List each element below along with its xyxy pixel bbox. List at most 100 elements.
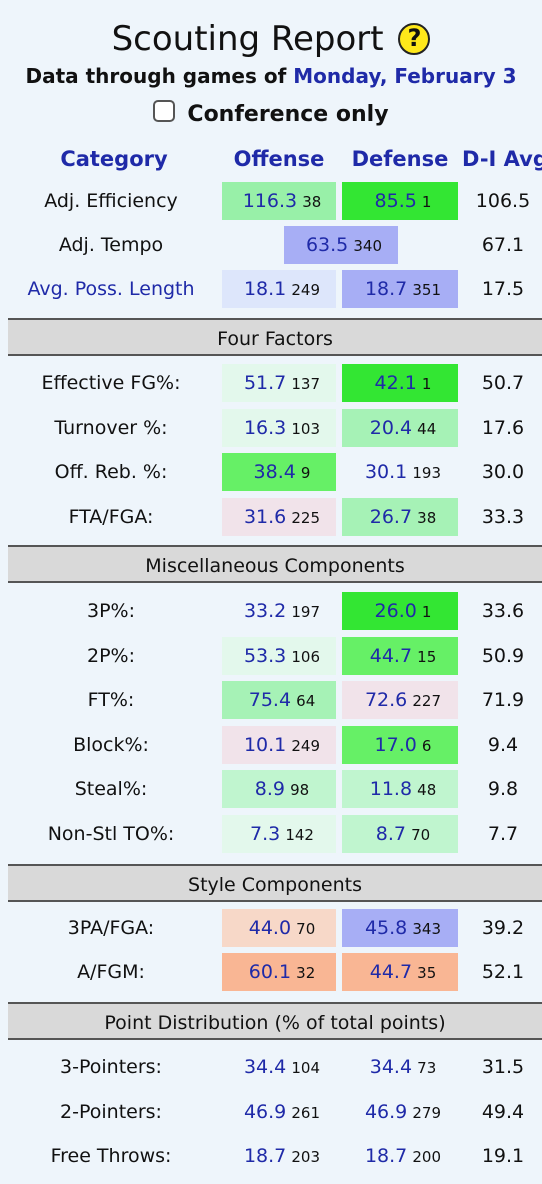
row-label: FT%: (87, 689, 135, 711)
offense-value: 60.1 (248, 961, 292, 983)
offense-value: 34.4 (243, 1056, 287, 1078)
defense-rank: 227 (412, 692, 442, 710)
offense-rank: 203 (291, 1148, 321, 1166)
help-icon[interactable]: ? (398, 23, 431, 55)
row-label: Adj. Efficiency (44, 190, 178, 212)
defense-rank: 70 (411, 826, 431, 844)
offense-value: 18.7 (243, 1145, 287, 1167)
conference-only-checkbox[interactable] (153, 100, 176, 122)
section-four-factors: Four Factors (8, 318, 542, 356)
defense-value: 18.7 (364, 278, 408, 300)
defense-rank: 6 (421, 737, 432, 755)
defense-rank: 193 (412, 464, 442, 482)
data-through-prefix: Data through games of (25, 64, 294, 88)
offense-rank: 261 (291, 1104, 321, 1122)
defense-cell: 44.7 15 (342, 637, 458, 675)
page-title-text: Scouting Report (111, 19, 384, 59)
row-label: Effective FG%: (41, 372, 181, 394)
offense-cell: 31.6 225 (222, 498, 336, 536)
row-non-stl-to: Non-Stl TO%: 7.3 142 8.7 70 7.7 (0, 815, 542, 853)
conference-only-toggle[interactable]: Conference only (0, 100, 542, 130)
offense-cell: 7.3 142 (222, 815, 336, 853)
row-3pa-fga: 3PA/FGA: 44.0 70 45.8 343 39.2 (0, 909, 542, 947)
defense-rank: 200 (412, 1148, 442, 1166)
header-defense[interactable]: Defense (351, 147, 449, 171)
defense-cell: 26.7 38 (342, 498, 458, 536)
row-ft: FT%: 75.4 64 72.6 227 71.9 (0, 681, 542, 719)
di-avg-value: 67.1 (481, 234, 525, 256)
offense-cell: 34.4 104 (222, 1048, 336, 1086)
row-2p: 2P%: 53.3 106 44.7 15 50.9 (0, 637, 542, 675)
offense-value: 44.0 (248, 917, 292, 939)
row-turnover: Turnover %: 16.3 103 20.4 44 17.6 (0, 409, 542, 447)
defense-value: 44.7 (369, 961, 413, 983)
offense-rank: 142 (285, 826, 314, 844)
row-off-reb: Off. Reb. %: 38.4 9 30.1 193 30.0 (0, 453, 542, 491)
offense-cell: 38.4 9 (222, 453, 336, 491)
defense-value: 45.8 (364, 917, 408, 939)
defense-rank: 48 (417, 781, 437, 799)
offense-cell: 116.3 38 (222, 182, 336, 220)
di-avg-value: 9.8 (487, 778, 519, 800)
offense-rank: 249 (291, 737, 321, 755)
row-block: Block%: 10.1 249 17.0 6 9.4 (0, 726, 542, 764)
row-label: 3PA/FGA: (67, 917, 155, 939)
defense-cell: 30.1 193 (342, 453, 458, 491)
defense-value: 20.4 (369, 417, 413, 439)
offense-rank: 197 (291, 603, 321, 621)
offense-value: 16.3 (243, 417, 287, 439)
defense-cell: 34.4 73 (342, 1048, 458, 1086)
header-category[interactable]: Category (60, 147, 168, 171)
date-link[interactable]: Monday, February 3 (293, 64, 517, 88)
offense-value: 31.6 (243, 506, 287, 528)
defense-cell: 45.8 343 (342, 909, 458, 947)
di-avg-value: 17.5 (481, 278, 525, 300)
defense-cell: 44.7 35 (342, 953, 458, 991)
header-offense[interactable]: Offense (233, 147, 325, 171)
defense-cell: 46.9 279 (342, 1093, 458, 1131)
defense-rank: 279 (412, 1104, 442, 1122)
row-a-fgm: A/FGM: 60.1 32 44.7 35 52.1 (0, 953, 542, 991)
header-di-avg[interactable]: D-I Avg (462, 147, 542, 171)
row-label: Steal%: (74, 778, 148, 800)
defense-cell: 17.0 6 (342, 726, 458, 764)
di-avg-value: 49.4 (481, 1101, 525, 1123)
di-avg-value: 31.5 (481, 1056, 525, 1078)
defense-value: 72.6 (364, 689, 408, 711)
row-effective-fg: Effective FG%: 51.7 137 42.1 1 50.7 (0, 364, 542, 402)
defense-value: 46.9 (364, 1101, 408, 1123)
row-avg-poss-length: Avg. Poss. Length 18.1 249 18.7 351 17.5 (0, 270, 542, 308)
row-fta-fga: FTA/FGA: 31.6 225 26.7 38 33.3 (0, 498, 542, 536)
offense-rank: 137 (291, 375, 321, 393)
di-avg-value: 9.4 (487, 734, 519, 756)
row-label: 3-Pointers: (60, 1056, 162, 1078)
row-3p: 3P%: 33.2 197 26.0 1 33.6 (0, 592, 542, 630)
section-misc-components: Miscellaneous Components (8, 545, 542, 583)
di-avg-value: 33.6 (481, 600, 525, 622)
di-avg-value: 106.5 (475, 190, 531, 212)
row-label: Free Throws: (50, 1145, 172, 1167)
section-style-components: Style Components (8, 864, 542, 902)
tempo-value: 63.5 (305, 234, 349, 256)
offense-rank: 249 (291, 281, 321, 299)
defense-value: 42.1 (374, 372, 417, 394)
offense-value: 53.3 (243, 645, 287, 667)
defense-value: 26.0 (374, 600, 417, 622)
di-avg-value: 52.1 (481, 961, 525, 983)
offense-cell: 46.9 261 (222, 1093, 336, 1131)
offense-cell: 33.2 197 (222, 592, 336, 630)
defense-cell: 42.1 1 (342, 364, 458, 402)
di-avg-value: 71.9 (481, 689, 525, 711)
offense-value: 7.3 (250, 823, 281, 845)
offense-rank: 70 (296, 920, 316, 938)
offense-cell: 16.3 103 (222, 409, 336, 447)
defense-rank: 1 (421, 603, 432, 621)
row-label: 2P%: (86, 645, 135, 667)
avg-poss-length-link[interactable]: Avg. Poss. Length (27, 278, 195, 300)
offense-rank: 32 (296, 964, 316, 982)
section-point-distribution: Point Distribution (% of total points) (8, 1002, 542, 1040)
offense-cell: 8.9 98 (222, 770, 336, 808)
di-avg-value: 7.7 (487, 823, 519, 845)
defense-cell: 11.8 48 (342, 770, 458, 808)
row-label: Turnover %: (54, 417, 168, 439)
